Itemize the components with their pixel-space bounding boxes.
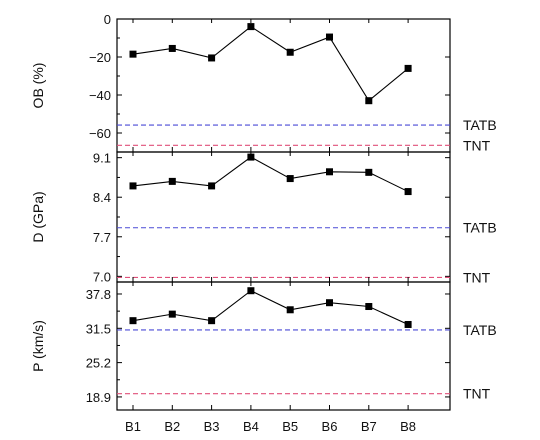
data-point xyxy=(247,23,255,31)
x-tick-label: B8 xyxy=(400,419,416,434)
y-tick-label: 25.2 xyxy=(86,356,111,371)
x-tick-label: B3 xyxy=(204,419,220,434)
data-point xyxy=(208,182,216,190)
panel-frame xyxy=(116,281,451,411)
data-point xyxy=(129,182,137,190)
panel-2: 37.8 31.5 25.2 18.9 P (km/s) TATB TNT xyxy=(30,281,497,411)
panel-1: 9.1 8.4 7.7 7.0 D (GPa) TATB TNT xyxy=(30,151,497,286)
reference-label-tatb: TATB xyxy=(463,117,497,133)
data-point xyxy=(247,287,255,295)
x-tick-label: B7 xyxy=(361,419,377,434)
y-axis-title: OB (%) xyxy=(30,63,46,109)
x-tick-label: B2 xyxy=(164,419,180,434)
y-tick-label: 7.7 xyxy=(93,230,111,245)
data-point xyxy=(404,320,412,328)
panel-frame xyxy=(116,151,451,283)
y-tick-label: 31.5 xyxy=(86,321,111,336)
data-point xyxy=(286,175,294,183)
y-tick-label: −20 xyxy=(89,50,111,65)
y-axis-title: P (km/s) xyxy=(30,320,46,372)
y-axis-title: D (GPa) xyxy=(30,191,46,242)
data-point xyxy=(286,306,294,314)
reference-label-tnt: TNT xyxy=(463,386,491,402)
data-point xyxy=(129,317,137,325)
data-point xyxy=(168,310,176,318)
data-point xyxy=(208,317,216,325)
data-point xyxy=(365,168,373,176)
data-point xyxy=(404,64,412,72)
x-tick-label: B1 xyxy=(125,419,141,434)
data-point xyxy=(168,44,176,52)
data-point xyxy=(129,50,137,58)
data-point xyxy=(404,188,412,196)
y-tick-label: 7.0 xyxy=(93,269,111,284)
x-tick-label: B6 xyxy=(322,419,338,434)
reference-label-tnt: TNT xyxy=(463,269,491,285)
reference-label-tatb: TATB xyxy=(463,322,497,338)
panel-frame xyxy=(116,18,451,153)
x-tick-label: B5 xyxy=(282,419,298,434)
reference-label-tnt: TNT xyxy=(463,137,491,153)
x-tick-label: B4 xyxy=(243,419,259,434)
y-tick-label: −40 xyxy=(89,88,111,103)
data-point xyxy=(365,97,373,105)
x-axis: B1 B2 B3 B4 B5 B6 B7 B8 xyxy=(125,19,416,434)
y-tick-label: 8.4 xyxy=(93,190,111,205)
reference-label-tatb: TATB xyxy=(463,220,497,236)
data-point xyxy=(326,299,333,307)
y-tick-label: 18.9 xyxy=(86,390,111,405)
chart-panels: 0 −20 −40 −60 OB (%) TATB TNT 9.1 8.4 7.7 7.0 D (GP… xyxy=(30,12,497,411)
y-tick-label: 37.8 xyxy=(86,287,111,302)
data-point xyxy=(326,33,333,41)
data-point xyxy=(286,48,294,56)
series-line xyxy=(132,290,409,325)
data-point xyxy=(365,303,373,311)
data-point xyxy=(208,54,216,62)
y-tick-label: −60 xyxy=(89,126,111,141)
data-point xyxy=(247,153,255,161)
y-tick-label: 0 xyxy=(104,12,111,27)
data-point xyxy=(326,168,333,176)
data-point xyxy=(168,177,176,185)
series-line xyxy=(132,156,409,193)
series-line xyxy=(132,25,409,102)
y-tick-label: 9.1 xyxy=(93,151,111,166)
panel-0: 0 −20 −40 −60 OB (%) TATB TNT xyxy=(30,12,497,153)
